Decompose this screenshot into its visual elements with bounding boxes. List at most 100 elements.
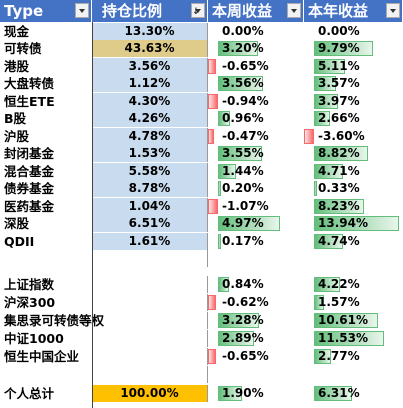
- type-cell[interactable]: [0, 250, 92, 267]
- week-cell[interactable]: -0.65%: [208, 348, 304, 365]
- pct-cell[interactable]: [92, 250, 208, 267]
- pct-cell[interactable]: 1.04%: [92, 198, 208, 215]
- type-cell[interactable]: 中证1000: [4, 331, 64, 346]
- sort-dropdown-icon[interactable]: [191, 1, 205, 22]
- year-cell[interactable]: 9.79%: [304, 40, 403, 57]
- type-cell[interactable]: 上证指数: [4, 277, 55, 292]
- pct-cell[interactable]: 1.53%: [92, 145, 208, 162]
- year-value: 10.61%: [318, 313, 368, 327]
- filter-dropdown-icon[interactable]: [287, 3, 301, 18]
- year-cell[interactable]: 10.61%: [304, 312, 403, 329]
- pct-cell[interactable]: 3.56%: [92, 58, 208, 75]
- pct-cell[interactable]: [92, 312, 208, 329]
- type-cell[interactable]: B股: [4, 111, 27, 126]
- pct-cell[interactable]: 5.58%: [92, 163, 208, 180]
- pct-cell[interactable]: [92, 276, 208, 293]
- year-cell[interactable]: [304, 250, 403, 267]
- week-value: 0.84%: [222, 277, 264, 291]
- type-cell[interactable]: 沪股: [4, 129, 30, 144]
- pct-cell[interactable]: [92, 294, 208, 311]
- pct-cell[interactable]: 4.30%: [92, 93, 208, 110]
- pct-cell[interactable]: 4.26%: [92, 110, 208, 127]
- week-cell[interactable]: 3.28%: [208, 312, 304, 329]
- header-year[interactable]: 本年收益: [304, 0, 403, 22]
- type-cell[interactable]: 个人总计: [4, 386, 55, 401]
- year-cell[interactable]: 8.23%: [304, 198, 403, 215]
- type-cell[interactable]: [0, 366, 92, 383]
- week-value: 3.55%: [222, 146, 264, 160]
- week-value: 3.28%: [222, 313, 264, 327]
- year-cell[interactable]: 3.57%: [304, 75, 403, 92]
- year-cell[interactable]: 1.57%: [304, 294, 403, 311]
- header-week[interactable]: 本周收益: [208, 0, 304, 22]
- pct-cell[interactable]: [92, 366, 208, 383]
- type-cell[interactable]: 债券基金: [4, 181, 55, 196]
- year-cell[interactable]: 6.31%: [304, 385, 403, 402]
- pct-cell[interactable]: 13.30%: [92, 23, 208, 40]
- week-cell[interactable]: -0.62%: [208, 294, 304, 311]
- type-cell[interactable]: QDII: [4, 234, 35, 249]
- year-cell[interactable]: 8.82%: [304, 145, 403, 162]
- type-cell[interactable]: 大盘转债: [4, 76, 55, 91]
- type-cell[interactable]: 医药基金: [4, 199, 55, 214]
- type-cell[interactable]: 可转债: [4, 41, 42, 56]
- type-cell[interactable]: 混合基金: [4, 164, 55, 179]
- week-cell[interactable]: [208, 366, 304, 383]
- week-cell[interactable]: 1.44%: [208, 163, 304, 180]
- week-databar: [208, 94, 218, 109]
- week-cell[interactable]: 0.17%: [208, 233, 304, 250]
- week-cell[interactable]: 1.90%: [208, 385, 304, 402]
- year-cell[interactable]: [304, 366, 403, 383]
- type-cell[interactable]: 现金: [4, 24, 30, 39]
- type-cell[interactable]: 集思录可转债等权: [4, 313, 105, 328]
- week-cell[interactable]: -1.07%: [208, 198, 304, 215]
- year-cell[interactable]: 2.66%: [304, 110, 403, 127]
- year-cell[interactable]: 5.11%: [304, 58, 403, 75]
- week-cell[interactable]: -0.47%: [208, 128, 304, 145]
- week-cell[interactable]: 3.20%: [208, 40, 304, 57]
- table-row: 沪股 4.78% -0.47% -3.60%: [0, 128, 403, 145]
- type-cell[interactable]: 封闭基金: [4, 146, 55, 161]
- pct-cell[interactable]: 4.78%: [92, 128, 208, 145]
- pct-cell[interactable]: [92, 348, 208, 365]
- year-cell[interactable]: 11.53%: [304, 330, 403, 347]
- week-cell[interactable]: 0.84%: [208, 276, 304, 293]
- pct-cell[interactable]: 1.61%: [92, 233, 208, 250]
- pct-cell[interactable]: 8.78%: [92, 180, 208, 197]
- week-value: -0.62%: [222, 295, 269, 309]
- type-cell[interactable]: 恒生中国企业: [4, 349, 80, 364]
- year-cell[interactable]: 2.77%: [304, 348, 403, 365]
- year-cell[interactable]: -3.60%: [304, 128, 403, 145]
- pct-cell[interactable]: 6.51%: [92, 215, 208, 232]
- week-cell[interactable]: -0.65%: [208, 58, 304, 75]
- year-cell[interactable]: 4.74%: [304, 233, 403, 250]
- week-cell[interactable]: 2.89%: [208, 330, 304, 347]
- year-cell[interactable]: 0.33%: [304, 180, 403, 197]
- type-cell[interactable]: 恒生ETE: [4, 94, 55, 109]
- year-cell[interactable]: 4.71%: [304, 163, 403, 180]
- type-cell[interactable]: 港股: [4, 59, 30, 74]
- pct-cell[interactable]: 1.12%: [92, 75, 208, 92]
- filter-dropdown-icon[interactable]: [386, 3, 400, 18]
- year-cell[interactable]: 3.97%: [304, 93, 403, 110]
- year-cell[interactable]: 4.22%: [304, 276, 403, 293]
- week-cell[interactable]: 0.96%: [208, 110, 304, 127]
- week-cell[interactable]: 3.55%: [208, 145, 304, 162]
- week-cell[interactable]: -0.94%: [208, 93, 304, 110]
- year-cell[interactable]: 13.94%: [304, 215, 403, 232]
- pct-cell[interactable]: [92, 330, 208, 347]
- filter-dropdown-icon[interactable]: [75, 3, 89, 18]
- header-type[interactable]: Type: [0, 0, 92, 22]
- week-cell[interactable]: 0.20%: [208, 180, 304, 197]
- week-cell[interactable]: 0.00%: [208, 23, 304, 40]
- pct-cell[interactable]: 43.63%: [92, 40, 208, 57]
- header-pct[interactable]: 持仓比例: [92, 0, 208, 22]
- week-cell[interactable]: [208, 250, 304, 267]
- type-cell[interactable]: 深股: [4, 216, 30, 231]
- week-cell[interactable]: 3.56%: [208, 75, 304, 92]
- type-cell[interactable]: 沪深300: [4, 295, 56, 310]
- pct-cell[interactable]: 100.00%: [92, 385, 208, 402]
- year-cell[interactable]: 0.00%: [304, 23, 403, 40]
- week-cell[interactable]: 4.97%: [208, 215, 304, 232]
- week-databar: [218, 146, 263, 161]
